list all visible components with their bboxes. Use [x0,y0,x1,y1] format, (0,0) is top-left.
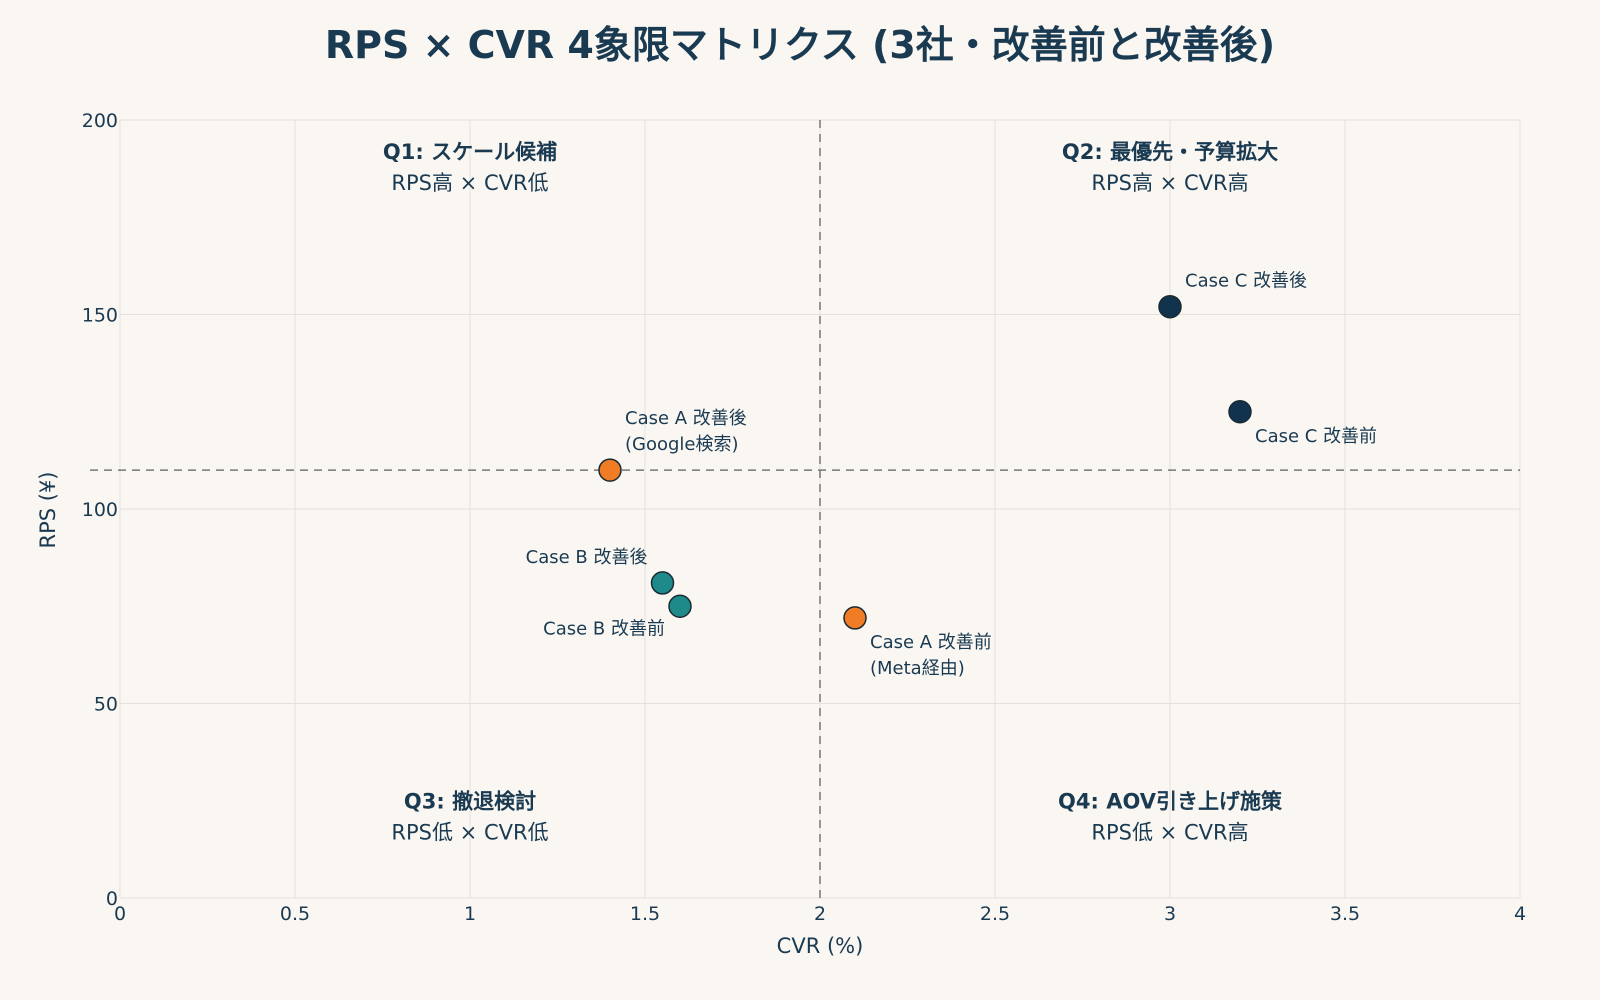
point-label: Case B 改善前 [543,618,665,639]
x-tick-label: 3.5 [1330,903,1360,925]
q4-title: Q4: AOV引き上げ施策 [1058,790,1283,814]
data-point [1228,400,1252,424]
point-label: Case B 改善後 [526,547,648,568]
y-axis-title: RPS (¥) [36,471,60,548]
y-tick-label: 100 [82,499,118,521]
y-tick-label: 50 [94,694,118,716]
point-label: (Meta経由) [870,658,965,679]
chart-title: RPS × CVR 4象限マトリクス (3社・改善前と改善後) [325,23,1275,67]
x-tick-label: 4 [1514,903,1526,925]
q4-subtitle: RPS低 × CVR高 [1091,821,1248,845]
q1-title: Q1: スケール候補 [383,140,557,164]
point-label: (Google検索) [625,434,739,455]
q3-title: Q3: 撤退検討 [404,790,536,814]
x-tick-label: 2 [814,903,826,925]
data-point [1158,294,1182,319]
reference-lines [90,120,1520,898]
x-axis-title: CVR (%) [777,934,864,958]
x-tick-label: 1.5 [630,903,660,925]
q1-subtitle: RPS高 × CVR低 [391,171,548,195]
point-labels: Case A 改善前 (Meta経由) Case A 改善後 (Google検索) Ca… [526,271,1377,679]
x-tick-label: 1 [464,903,476,925]
q3-subtitle: RPS低 × CVR低 [391,821,548,845]
x-tick-label: 3 [1164,903,1176,925]
data-point [843,606,867,630]
x-tick-label: 2.5 [980,903,1010,925]
q2-title: Q2: 最優先・予算拡大 [1062,140,1278,164]
q2-subtitle: RPS高 × CVR高 [1091,171,1248,195]
y-tick-label: 200 [82,110,118,132]
data-point [598,458,622,482]
y-tick-label: 0 [106,888,118,910]
axis-ticks: 0 0.5 1 1.5 2 2.5 3 3.5 4 0 50 100 150 200 [82,110,1526,925]
point-label: Case A 改善前 [870,632,992,653]
data-points [598,294,1252,630]
x-tick-label: 0.5 [280,903,310,925]
data-point [668,594,692,618]
data-point [650,571,675,595]
y-tick-label: 150 [82,305,118,327]
point-label: Case C 改善後 [1185,271,1307,292]
point-label: Case C 改善前 [1255,426,1377,447]
quadrant-labels: Q1: スケール候補 RPS高 × CVR低 Q2: 最優先・予算拡大 RPS高 × … [383,140,1283,845]
x-tick-label: 0 [114,903,126,925]
point-label: Case A 改善後 [625,408,747,429]
